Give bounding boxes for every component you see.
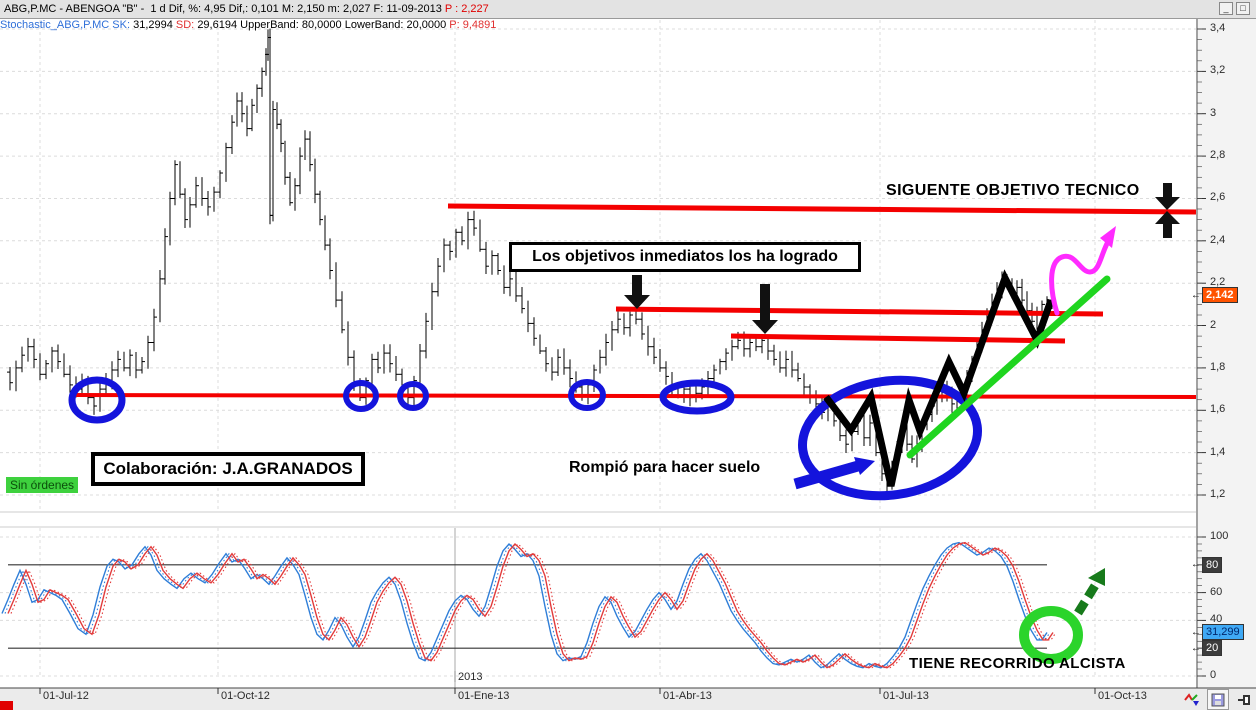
resistance-support-line [615,306,1104,317]
price-tick-label: 1,4 [1210,445,1226,458]
x-tick-label: 01-Ene-13 [458,690,510,702]
stoch-tick-label: 40 [1210,613,1223,626]
price-path-zigzag [823,269,1055,487]
support-touch-circle [68,376,126,424]
support-touch-circle [568,379,606,411]
indicator-chart-icon[interactable] [1183,690,1201,709]
price-axis-background [1198,19,1256,688]
stoch-band-label: ← 20 [1191,640,1223,657]
minimize-button[interactable]: _ [1219,2,1233,15]
target-reached-arrow [624,295,650,309]
no-orders-badge[interactable]: Sin órdenes [6,477,79,493]
time-axis-background [0,688,1256,710]
x-tick-label: 01-Abr-13 [663,690,712,702]
level-arrow-icon: ← [1191,642,1201,654]
support-touch-circle [797,375,983,501]
stoch-turn-circle [1019,606,1083,664]
x-tick-label: 01-Oct-12 [221,690,270,702]
year-label: 2013 [458,671,483,683]
x-tick-label: 01-Jul-13 [883,690,929,702]
support-touch-circle [397,381,429,411]
current-stoch-label: ← 31,299 [1191,624,1244,641]
current-price-label: ← 2,142 [1191,287,1238,304]
floor-pointer-arrow [793,460,860,490]
x-tick-label: 01-Oct-13 [1098,690,1147,702]
footer-toolbar [1183,689,1253,710]
window-buttons: _ □ [1219,2,1250,15]
stoch-band-label: ← 80 [1191,556,1223,573]
stoch-p-value: P: 9,4891 [449,19,497,31]
stoch-band-label-value: 80 [1202,556,1223,573]
price-tick-label: 1,2 [1210,487,1226,500]
last-price-value: P : 2,227 [444,3,489,15]
support-touch-circle [343,380,379,412]
stoch-tick-label: 0 [1210,669,1217,681]
stoch-up-arrow [1074,581,1100,616]
stoch-sd-value: 29,6194 UpperBand: 80,0000 LowerBand: 20… [197,19,450,31]
annotation-collaboration-box: Colaboración: J.A.GRANADOS [91,452,365,486]
annotation-objectives-box: Los objetivos inmediatos los ha logrado [509,242,861,272]
resistance-support-line [730,333,1066,344]
price-tick-label: 1,6 [1210,403,1226,416]
support-touch-circle [659,379,735,415]
uptrend-line [906,275,1111,459]
resistance-support-line [74,393,1197,399]
stoch-band-label-value: 20 [1202,640,1223,657]
price-tick-label: 1,8 [1210,360,1226,373]
annotation-broke-floor-text: Rompió para hacer suelo [569,459,761,476]
price-tick-label: 3,2 [1210,64,1226,77]
x-tick-label: 01-Jul-12 [43,690,89,702]
symbol-info: ABG,P.MC - ABENGOA "B" - 1 d Dif, %: 4,9… [4,3,445,15]
level-arrow-icon: ← [1191,289,1201,301]
price-tick-label: 2,4 [1210,233,1226,246]
price-tick-label: 2,8 [1210,149,1226,162]
projection-squiggle-arrow [1049,235,1113,316]
stoch-sd-label: SD: [175,19,198,31]
pin-icon[interactable] [1235,690,1253,709]
resistance-support-line [447,203,1197,215]
stoch-tick-label: 60 [1210,585,1223,598]
objective-double-arrow [1155,197,1180,210]
save-icon[interactable] [1207,689,1229,710]
stoch-name-label: Stochastic_ABG,P.MC SK: [0,19,134,31]
price-tick-label: 3,4 [1210,22,1226,34]
stoch-tick-label: 100 [1210,530,1229,542]
scroll-start-marker [0,701,13,710]
level-arrow-icon: ← [1191,559,1201,571]
price-tick-label: 2,6 [1210,191,1226,204]
annotation-next-target-text: SIGUENTE OBJETIVO TECNICO [886,182,1140,199]
target-reached-arrow [752,320,778,334]
price-tick-label: 2,2 [1210,276,1226,289]
stoch-sk-value: 31,2994 [133,19,176,31]
annotation-upside-text: TIENE RECORRIDO ALCISTA [909,655,1126,672]
current-price-label-value: 2,142 [1202,287,1238,304]
stochastic-indicator-header: Stochastic_ABG,P.MC SK: 31,2994 SD: 29,6… [0,19,1256,31]
window-titlebar: ABG,P.MC - ABENGOA "B" - 1 d Dif, %: 4,9… [0,0,1256,19]
level-arrow-icon: ← [1191,626,1201,638]
price-tick-label: 2 [1210,318,1217,331]
maximize-button[interactable]: □ [1236,2,1250,15]
current-stoch-label-value: 31,299 [1202,624,1244,641]
price-tick-label: 3 [1210,106,1217,119]
